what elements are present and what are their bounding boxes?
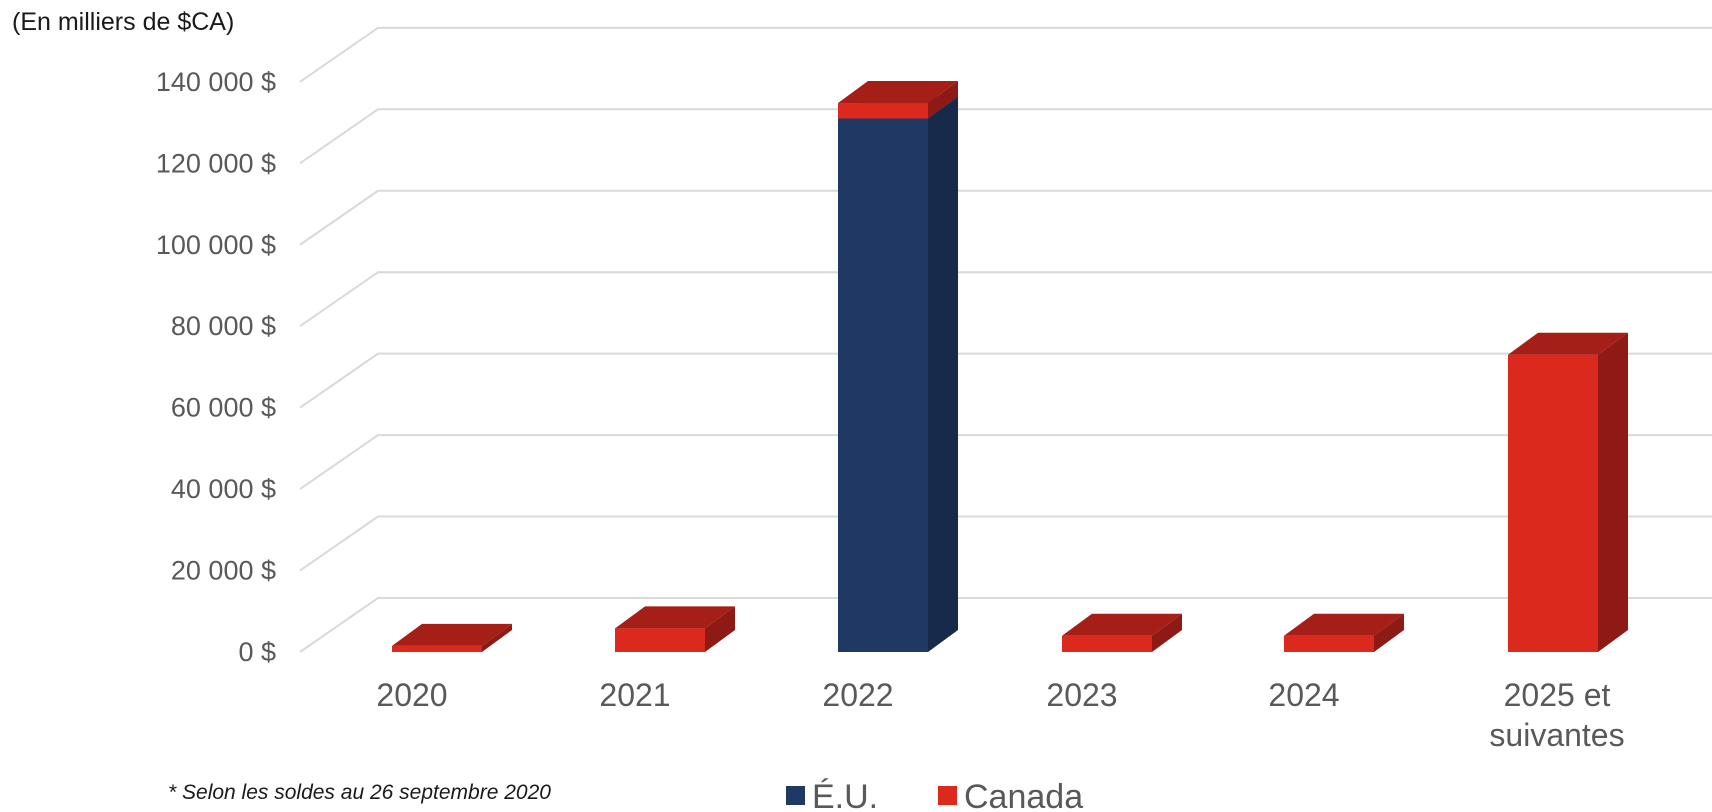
unit-label: (En milliers de $CA) — [12, 8, 234, 36]
x-tick-label: 2021 — [599, 677, 670, 713]
bar-front — [1284, 635, 1374, 652]
gridline — [299, 108, 1712, 165]
bar-top — [1062, 613, 1182, 636]
legend-entry: Canada — [938, 778, 1083, 812]
gridline — [299, 515, 1712, 572]
bar-side — [482, 623, 512, 652]
legend-label: Canada — [964, 778, 1083, 812]
x-tick-label: 2023 — [1046, 677, 1117, 713]
bars — [392, 81, 1628, 652]
footnote: * Selon les soldes au 26 septembre 2020 — [168, 781, 551, 804]
bar-segment — [1508, 332, 1628, 652]
bar-side — [705, 606, 735, 652]
bar-side — [928, 81, 958, 119]
gridline — [299, 597, 1712, 653]
bar-segment — [838, 96, 958, 652]
y-tick-label: 40 000 $ — [171, 474, 276, 504]
gridline — [299, 352, 1712, 409]
bar-segment — [838, 81, 958, 119]
bar-side — [928, 96, 958, 652]
legend-entry: É.U. — [786, 778, 878, 812]
legend-swatch — [938, 786, 957, 805]
bar-front — [838, 103, 928, 119]
x-tick-label: 2022 — [822, 677, 893, 713]
bar-segment — [615, 606, 735, 652]
bar-top — [1284, 613, 1404, 636]
bar-top — [392, 623, 512, 646]
bar-front — [1062, 635, 1152, 652]
bar-top — [838, 81, 958, 104]
bar-segment — [1284, 613, 1404, 652]
x-axis-labels: 2020 2021 2022 2023 2024 2025 et suivantes — [376, 677, 1624, 753]
bar-segment — [1062, 613, 1182, 652]
gridline — [299, 271, 1712, 328]
legend-swatch — [786, 786, 805, 805]
x-tick-label: 2024 — [1268, 677, 1339, 713]
bar-segment — [392, 623, 512, 652]
bar-top — [1508, 332, 1628, 355]
bar-side — [1374, 613, 1404, 652]
y-tick-label: 80 000 $ — [171, 311, 276, 341]
bar-front — [615, 628, 705, 652]
x-tick-label: 2025 et suivantes — [1489, 677, 1624, 753]
x-tick-label: 2020 — [376, 677, 447, 713]
gridline — [299, 434, 1712, 490]
gridline — [299, 189, 1712, 246]
y-tick-label: 60 000 $ — [171, 393, 276, 423]
bar-side — [1598, 332, 1628, 652]
y-tick-label: 140 000 $ — [156, 67, 276, 97]
bar-front — [838, 118, 928, 652]
gridline — [299, 26, 1712, 83]
y-tick-label: 0 $ — [238, 637, 276, 667]
gridlines — [299, 26, 1712, 653]
y-tick-label: 100 000 $ — [156, 230, 276, 260]
bar-front — [1508, 354, 1598, 652]
legend-label: É.U. — [812, 778, 878, 812]
bar-side — [1152, 613, 1182, 652]
y-tick-label: 20 000 $ — [171, 556, 276, 586]
bar-front — [392, 645, 482, 652]
y-axis-ticks: 0 $ 20 000 $ 40 000 $ 60 000 $ 80 000 $ 100 0… — [156, 67, 276, 667]
legend: É.U. Canada — [786, 778, 1083, 812]
bar-top — [615, 606, 735, 629]
y-tick-label: 120 000 $ — [156, 148, 276, 178]
